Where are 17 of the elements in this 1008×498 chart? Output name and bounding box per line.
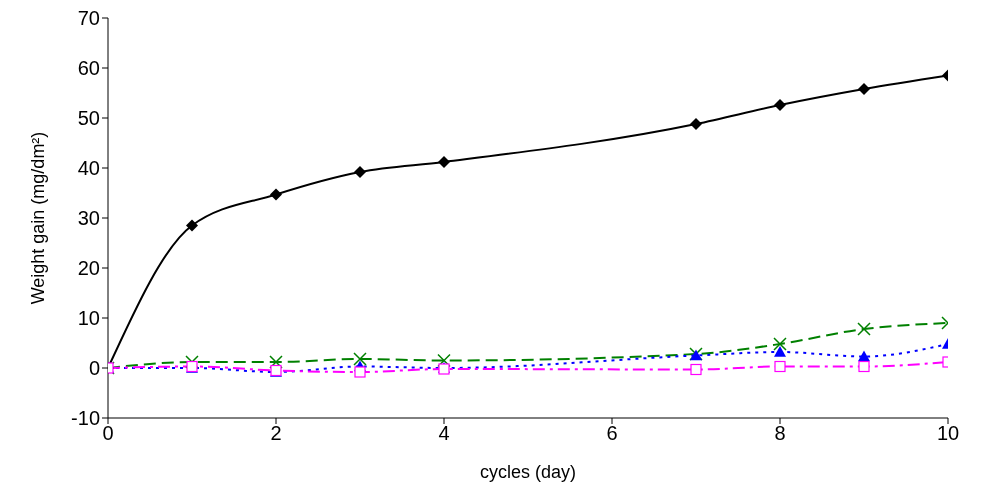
y-tick-label: 60	[77, 57, 100, 80]
y-axis-title: Weight gain (mg/dm²)	[28, 131, 49, 305]
y-tick-label: 0	[88, 357, 100, 380]
y-tick-label: 10	[77, 307, 100, 330]
y-tick-label: 50	[77, 107, 100, 130]
x-tick-label: 10	[936, 422, 960, 445]
x-tick-label: 6	[606, 422, 618, 445]
y-tick-label: 70	[77, 7, 100, 30]
y-tick-label: -10	[71, 407, 100, 430]
x-tick-label: 0	[102, 422, 114, 445]
y-tick-label: 40	[77, 157, 100, 180]
x-tick-label: 8	[774, 422, 786, 445]
y-tick-label: 30	[77, 207, 100, 230]
x-axis-title: cycles (day)	[479, 462, 577, 482]
y-tick-label: 20	[77, 257, 100, 280]
x-tick-label: 2	[270, 422, 282, 445]
x-tick-label: 4	[438, 422, 450, 445]
